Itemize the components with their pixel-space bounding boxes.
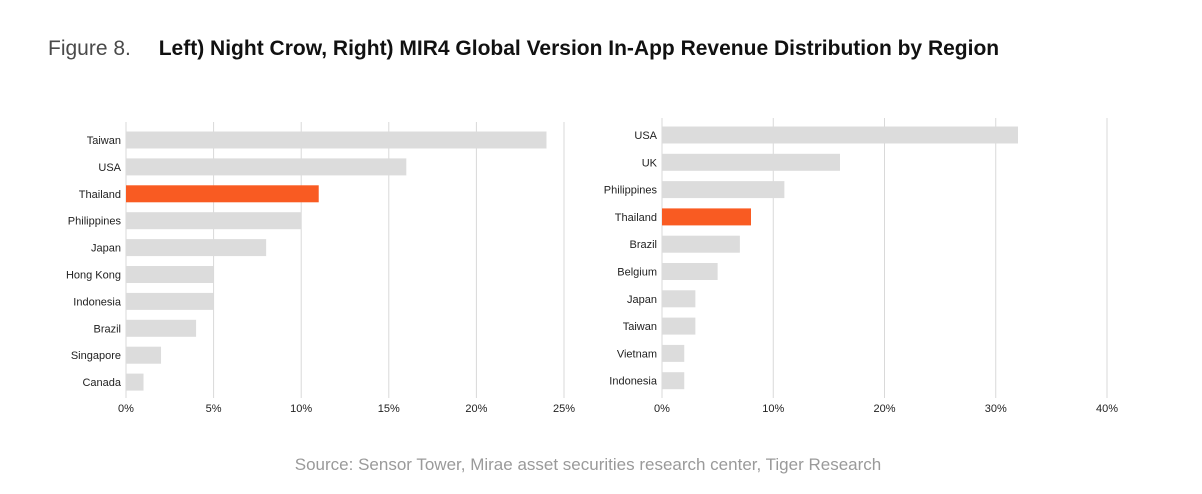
figure-title-text: Left) Night Crow, Right) MIR4 Global Ver… bbox=[158, 37, 1000, 60]
bar bbox=[662, 153, 840, 171]
bar bbox=[662, 235, 740, 253]
x-tick-label: 20% bbox=[873, 403, 895, 415]
x-tick-label: 0% bbox=[118, 403, 134, 415]
bar bbox=[126, 319, 197, 337]
category-label: Vietnam bbox=[617, 348, 657, 360]
category-label: USA bbox=[634, 130, 657, 142]
category-label: UK bbox=[642, 157, 658, 169]
category-label: Canada bbox=[82, 377, 121, 389]
bar bbox=[662, 372, 685, 390]
bar bbox=[126, 131, 547, 149]
highlighted-bar bbox=[662, 208, 751, 226]
category-label: Belgium bbox=[617, 267, 657, 279]
category-label: Japan bbox=[91, 243, 121, 255]
x-tick-label: 0% bbox=[654, 403, 670, 415]
bar bbox=[662, 344, 685, 362]
category-label: Indonesia bbox=[73, 296, 122, 308]
night-crow-chart: 0% 5% 10% 15% 20% 25% Taiwan USA Thailand Philipp… bbox=[66, 122, 575, 415]
bar bbox=[126, 373, 144, 391]
category-label: Singapore bbox=[71, 350, 121, 362]
source-note: Source: Sensor Tower, Mirae asset securi… bbox=[294, 455, 882, 474]
bar bbox=[126, 266, 214, 283]
bar bbox=[662, 181, 785, 199]
x-tick-label: 30% bbox=[985, 403, 1007, 415]
mir4-chart: 0% 10% 20% 30% 40% USA UK Philippines Thailand Br… bbox=[604, 118, 1118, 415]
category-label: Brazil bbox=[93, 323, 121, 335]
category-label: USA bbox=[98, 162, 121, 174]
category-label: Indonesia bbox=[609, 376, 658, 388]
category-label: Philippines bbox=[68, 216, 122, 228]
x-tick-label: 5% bbox=[206, 403, 222, 415]
highlighted-bar bbox=[126, 185, 319, 203]
figure-title: Figure 8. Left) Night Crow, Right) MIR4 … bbox=[48, 34, 999, 64]
bar bbox=[662, 126, 1018, 144]
category-label: Taiwan bbox=[623, 321, 657, 333]
bar bbox=[126, 158, 407, 176]
category-label: Japan bbox=[627, 294, 657, 306]
bar bbox=[662, 290, 696, 308]
x-tick-label: 40% bbox=[1096, 403, 1118, 415]
x-tick-label: 15% bbox=[378, 403, 400, 415]
category-label: Thailand bbox=[615, 212, 657, 224]
bar bbox=[126, 292, 214, 310]
category-label: Hong Kong bbox=[66, 270, 121, 282]
x-tick-label: 10% bbox=[762, 403, 784, 415]
x-tick-label: 10% bbox=[290, 403, 312, 415]
bar bbox=[126, 212, 302, 230]
category-label: Taiwan bbox=[87, 135, 121, 147]
x-tick-label: 20% bbox=[465, 403, 487, 415]
category-label: Philippines bbox=[604, 185, 658, 197]
bar bbox=[662, 263, 718, 280]
category-label: Thailand bbox=[79, 189, 121, 201]
bar bbox=[662, 317, 696, 335]
x-tick-label: 25% bbox=[553, 403, 575, 415]
bar bbox=[126, 239, 267, 257]
bar bbox=[126, 346, 162, 364]
category-label: Brazil bbox=[629, 239, 657, 251]
figure-number: Figure 8. bbox=[48, 37, 131, 60]
